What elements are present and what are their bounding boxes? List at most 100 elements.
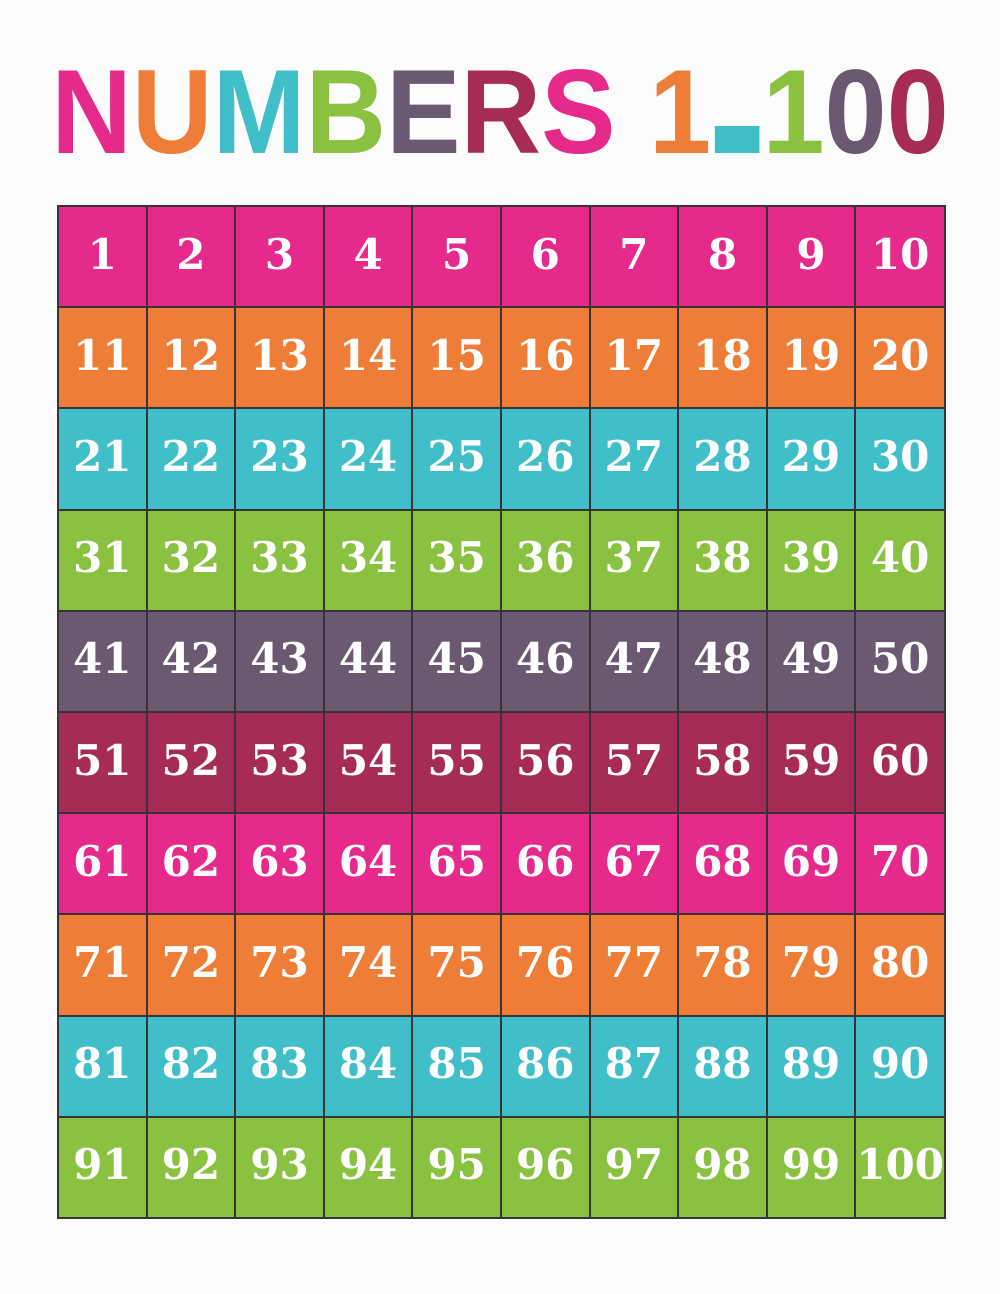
grid-cell-100: 100 xyxy=(856,1117,944,1217)
title-letter: U xyxy=(131,45,213,179)
grid-cell-66: 66 xyxy=(501,814,589,914)
grid-cell-11: 11 xyxy=(59,308,146,408)
grid-cell-5: 5 xyxy=(413,207,500,307)
grid-cell-15: 15 xyxy=(413,308,500,408)
grid-cell-85: 85 xyxy=(413,1016,500,1116)
grid-cell-57: 57 xyxy=(590,712,678,813)
grid-cell-79: 79 xyxy=(767,915,855,1015)
grid-cell-83: 83 xyxy=(236,1016,323,1116)
grid-cell-71: 71 xyxy=(59,915,146,1015)
grid-cell-75: 75 xyxy=(413,915,500,1015)
grid-cell-8: 8 xyxy=(679,207,766,307)
grid-cell-64: 64 xyxy=(324,814,412,914)
grid-cell-36: 36 xyxy=(501,510,589,610)
grid-cell-38: 38 xyxy=(679,510,766,610)
grid-cell-47: 47 xyxy=(590,611,678,711)
grid-cell-72: 72 xyxy=(147,915,235,1015)
grid-cell-19: 19 xyxy=(767,308,855,408)
title-letter: 1 xyxy=(649,45,712,179)
grid-cell-51: 51 xyxy=(59,712,146,813)
grid-cell-70: 70 xyxy=(856,814,944,914)
grid-cell-90: 90 xyxy=(856,1016,944,1116)
grid-cell-48: 48 xyxy=(679,611,766,711)
title-letter: 0 xyxy=(824,45,887,179)
number-grid: 1 2 3 4 5 6 7 8 9 10 11 12 13 14 15 16 17 18 19 20 21 22 23 24 2… xyxy=(57,205,946,1219)
grid-cell-3: 3 xyxy=(236,207,323,307)
grid-cell-73: 73 xyxy=(236,915,323,1015)
grid-cell-77: 77 xyxy=(590,915,678,1015)
grid-cell-21: 21 xyxy=(59,409,146,509)
grid-cell-32: 32 xyxy=(147,510,235,610)
grid-cell-39: 39 xyxy=(767,510,855,610)
grid-cell-10: 10 xyxy=(856,207,944,307)
grid-cell-49: 49 xyxy=(767,611,855,711)
grid-cell-6: 6 xyxy=(501,207,589,307)
grid-cell-80: 80 xyxy=(856,915,944,1015)
grid-cell-59: 59 xyxy=(767,712,855,813)
title-letter: 1 xyxy=(762,45,825,179)
grid-cell-92: 92 xyxy=(147,1117,235,1217)
grid-cell-53: 53 xyxy=(236,712,323,813)
title-letter: S xyxy=(541,45,616,179)
title-letter: E xyxy=(386,45,461,179)
grid-cell-40: 40 xyxy=(856,510,944,610)
title-letter: R xyxy=(460,45,542,179)
grid-cell-97: 97 xyxy=(590,1117,678,1217)
grid-cell-88: 88 xyxy=(679,1016,766,1116)
grid-cell-74: 74 xyxy=(324,915,412,1015)
grid-cell-68: 68 xyxy=(679,814,766,914)
grid-cell-50: 50 xyxy=(856,611,944,711)
grid-cell-12: 12 xyxy=(147,308,235,408)
grid-cell-98: 98 xyxy=(679,1117,766,1217)
grid-cell-78: 78 xyxy=(679,915,766,1015)
grid-cell-94: 94 xyxy=(324,1117,412,1217)
grid-cell-1: 1 xyxy=(59,207,146,307)
grid-cell-96: 96 xyxy=(501,1117,589,1217)
grid-cell-7: 7 xyxy=(590,207,678,307)
grid-cell-28: 28 xyxy=(679,409,766,509)
grid-cell-41: 41 xyxy=(59,611,146,711)
grid-cell-37: 37 xyxy=(590,510,678,610)
grid-cell-22: 22 xyxy=(147,409,235,509)
grid-cell-2: 2 xyxy=(147,207,235,307)
title-dash xyxy=(714,126,760,153)
grid-cell-93: 93 xyxy=(236,1117,323,1217)
grid-cell-27: 27 xyxy=(590,409,678,509)
grid-cell-26: 26 xyxy=(501,409,589,509)
grid-cell-99: 99 xyxy=(767,1117,855,1217)
grid-cell-34: 34 xyxy=(324,510,412,610)
grid-cell-89: 89 xyxy=(767,1016,855,1116)
grid-cell-35: 35 xyxy=(413,510,500,610)
grid-cell-60: 60 xyxy=(856,712,944,813)
grid-cell-44: 44 xyxy=(324,611,412,711)
grid-cell-67: 67 xyxy=(590,814,678,914)
grid-cell-55: 55 xyxy=(413,712,500,813)
title-letter: N xyxy=(51,45,132,179)
grid-cell-82: 82 xyxy=(147,1016,235,1116)
title-letter: M xyxy=(212,45,306,179)
grid-cell-54: 54 xyxy=(324,712,412,813)
grid-cell-23: 23 xyxy=(236,409,323,509)
title-letter: 0 xyxy=(886,45,949,179)
grid-cell-24: 24 xyxy=(324,409,412,509)
grid-cell-87: 87 xyxy=(590,1016,678,1116)
grid-cell-45: 45 xyxy=(413,611,500,711)
grid-cell-62: 62 xyxy=(147,814,235,914)
grid-cell-95: 95 xyxy=(413,1117,500,1217)
grid-cell-42: 42 xyxy=(147,611,235,711)
grid-cell-46: 46 xyxy=(501,611,589,711)
grid-cell-9: 9 xyxy=(767,207,855,307)
grid-cell-16: 16 xyxy=(501,308,589,408)
title-letter: B xyxy=(305,45,387,179)
grid-cell-14: 14 xyxy=(324,308,412,408)
grid-cell-69: 69 xyxy=(767,814,855,914)
grid-cell-29: 29 xyxy=(767,409,855,509)
grid-cell-63: 63 xyxy=(236,814,323,914)
grid-cell-86: 86 xyxy=(501,1016,589,1116)
grid-cell-43: 43 xyxy=(236,611,323,711)
grid-cell-13: 13 xyxy=(236,308,323,408)
grid-cell-65: 65 xyxy=(413,814,500,914)
grid-cell-91: 91 xyxy=(59,1117,146,1217)
